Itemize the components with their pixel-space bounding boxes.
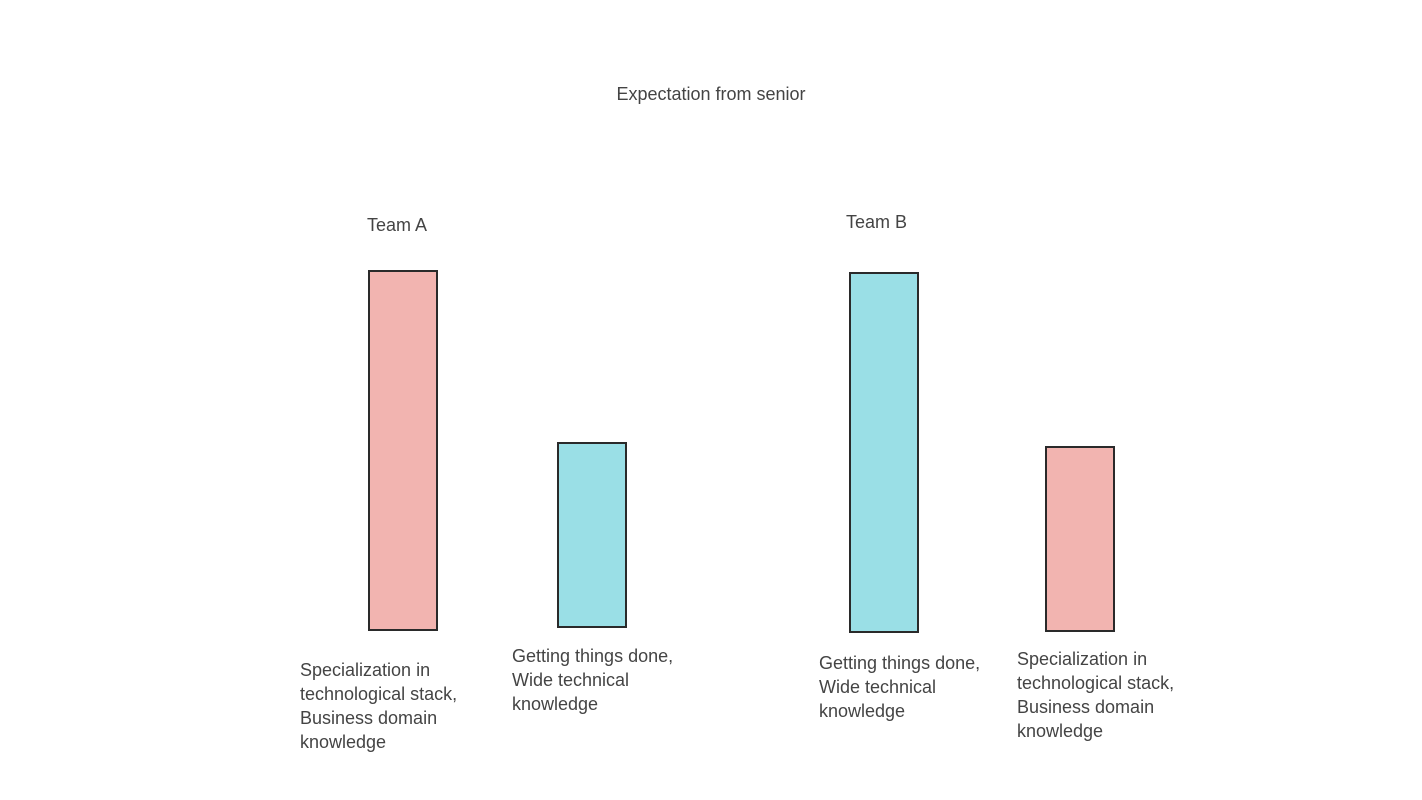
team-a-label: Team A [367,215,428,235]
team-b-getting-things-done-bar [849,272,919,633]
team-a-getting-things-done-bar [557,442,627,628]
diagram-title: Expectation from senior [616,84,806,104]
team-b-specialization-label: Specialization in technological stack, B… [1017,649,1175,741]
team-b-getting-things-done-label: Getting things done, Wide technical know… [819,653,981,721]
team-a-getting-things-done-label: Getting things done, Wide technical know… [512,646,674,714]
team-a-specialization-label: Specialization in technological stack, B… [300,660,458,752]
team-a-specialization-bar [368,270,438,631]
team-b-label: Team B [846,212,908,232]
team-b-specialization-bar [1045,446,1115,632]
